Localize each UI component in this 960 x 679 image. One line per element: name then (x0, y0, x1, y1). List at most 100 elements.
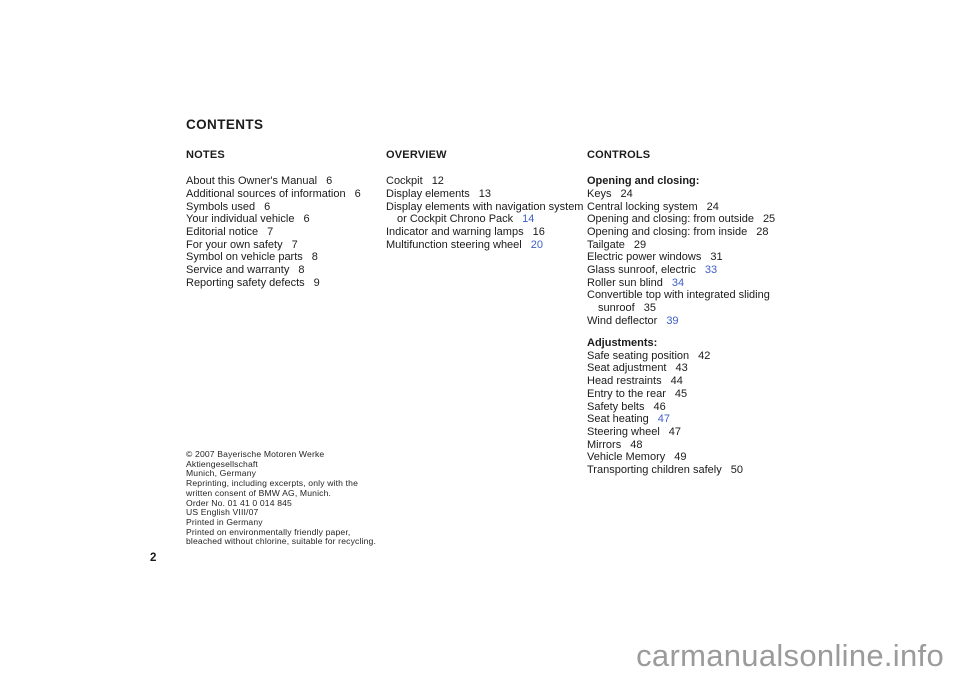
imprint-line: Munich, Germany (186, 468, 257, 479)
section-gap (587, 328, 775, 338)
toc-entry: Mirrors 48 (587, 439, 775, 452)
toc-entry-text: Cockpit (386, 175, 423, 188)
toc-entry-text: Transporting children safely (587, 464, 722, 477)
toc-entry-text: About this Owner's Manual (186, 175, 318, 188)
toc-page-number: 28 (756, 225, 769, 238)
imprint-line: Printed on environmentally friendly pape… (186, 526, 351, 537)
toc-entry-list: About this Owner's Manual 6 Additional sou… (186, 175, 361, 289)
toc-entry-text: Roller sun blind (587, 276, 663, 289)
toc-entry-text: Central locking system (587, 200, 698, 213)
toc-entry-text: Display elements with navigation system (386, 200, 584, 213)
watermark: carmanualsonline.info (636, 638, 944, 673)
toc-entry: Display elements 13 (386, 188, 583, 201)
toc-entry-text: Vehicle Memory (587, 451, 666, 464)
toc-entry: Opening and closing: from inside 28 (587, 226, 775, 239)
toc-page-number: 31 (710, 251, 723, 264)
toc-entry: Additional sources of information 6 (186, 188, 361, 201)
toc-page-number: 7 (291, 238, 298, 251)
toc-entry: Safety belts 46 (587, 401, 775, 414)
toc-entry-text: Your individual vehicle (186, 213, 295, 226)
imprint-line: Order No. 01 41 0 014 845 (186, 497, 292, 508)
toc-page-number: 8 (311, 251, 318, 264)
toc-entry: Wind deflector 39 (587, 315, 775, 328)
toc-entry-text: Reporting safety defects (186, 276, 305, 289)
toc-entry: Multifunction steering wheel 20 (386, 239, 583, 252)
imprint-line: © 2007 Bayerische Motoren Werke (186, 449, 325, 459)
toc-entry-text: Mirrors (587, 438, 622, 451)
toc-entry: Seat adjustment 43 (587, 362, 775, 375)
imprint-line: Printed in Germany (186, 516, 263, 527)
toc-page-number: 25 (762, 213, 776, 226)
toc-entry: Keys 24 (587, 188, 775, 201)
toc-page-link[interactable]: 47 (657, 413, 671, 426)
toc-entry: Cockpit 12 (386, 175, 583, 188)
toc-entry: or Cockpit Chrono Pack 14 (386, 213, 583, 226)
imprint-line: bleached without chlorine, suitable for … (186, 536, 376, 547)
toc-entry: Steering wheel 47 (587, 426, 775, 439)
toc-page-number: 13 (478, 187, 492, 200)
toc-entry-text: Opening and closing: from inside (587, 225, 748, 238)
imprint-line: US English VIII/07 (186, 507, 259, 518)
toc-page-number: 43 (675, 362, 688, 375)
toc-page-link[interactable]: 34 (671, 276, 685, 289)
toc-page-link[interactable]: 20 (530, 238, 543, 251)
toc-entry-text: Symbol on vehicle parts (186, 251, 303, 264)
toc-page-number: 48 (630, 438, 643, 451)
toc-column-notes: NOTES About this Owner's Manual 6 Additiona… (186, 149, 361, 289)
toc-entry: Entry to the rear 45 (587, 388, 775, 401)
toc-page-number: 29 (633, 238, 647, 251)
toc-page-number: 7 (267, 225, 274, 238)
toc-entry-text: Editorial notice (186, 225, 259, 238)
toc-entry: About this Owner's Manual 6 (186, 175, 361, 188)
toc-page-number: 46 (653, 400, 666, 413)
toc-entry-text: Safety belts (587, 400, 645, 413)
toc-entry: Central locking system 24 (587, 201, 775, 214)
toc-entry: Symbols used 6 (186, 201, 361, 214)
toc-entry-text: Steering wheel (587, 425, 660, 438)
toc-entry-text: Multifunction steering wheel (386, 238, 522, 251)
toc-entry-text: Head restraints (587, 375, 662, 388)
toc-entry-list: Opening and closing: Keys 24 Central lockin… (587, 175, 775, 477)
toc-page-number: 24 (620, 187, 633, 200)
toc-entry-text: sunroof (598, 302, 635, 315)
toc-entry: Head restraints 44 (587, 375, 775, 388)
toc-entry: Indicator and warning lamps 16 (386, 226, 583, 239)
toc-column-controls: CONTROLS Opening and closing: Keys 24 Centra… (587, 149, 775, 477)
toc-entry: Convertible top with integrated sliding (587, 289, 775, 302)
imprint-line: written consent of BMW AG, Munich. (186, 487, 332, 498)
toc-entry-text: Glass sunroof, electric (587, 264, 696, 277)
toc-page-number: 6 (354, 187, 361, 200)
toc-entry-text: Wind deflector (587, 314, 658, 327)
toc-section-heading: Opening and closing: (587, 175, 775, 188)
toc-entry-text: Display elements (386, 187, 470, 200)
toc-entry: Opening and closing: from outside 25 (587, 213, 775, 226)
toc-page-number: 44 (670, 375, 683, 388)
page-number: 2 (150, 552, 157, 564)
toc-entry-text: Tailgate (587, 238, 625, 251)
toc-entry-text: Entry to the rear (587, 387, 666, 400)
toc-page-number: 42 (698, 349, 711, 362)
toc-entry: Glass sunroof, electric 33 (587, 264, 775, 277)
toc-column-header: NOTES (186, 149, 225, 161)
toc-column-header: CONTROLS (587, 149, 651, 161)
toc-section-heading-label: Adjustments: (587, 337, 658, 350)
toc-entry-text: Additional sources of information (186, 187, 346, 200)
toc-page-link[interactable]: 14 (522, 213, 535, 226)
toc-page-number: 45 (674, 387, 688, 400)
toc-entry-text: Symbols used (186, 200, 256, 213)
toc-page-number: 35 (643, 302, 656, 315)
toc-entry: Seat heating 47 (587, 413, 775, 426)
toc-entry: Electric power windows 31 (587, 251, 775, 264)
toc-page-link[interactable]: 33 (704, 264, 718, 277)
toc-entry-text: Electric power windows (587, 251, 702, 264)
toc-entry-text: Safe seating position (587, 349, 690, 362)
toc-section-heading: Adjustments: (587, 337, 775, 350)
toc-page-number: 16 (532, 225, 545, 238)
toc-page-number: 49 (674, 451, 687, 464)
toc-entry-text: Keys (587, 187, 612, 200)
toc-entry-text: Indicator and warning lamps (386, 225, 524, 238)
toc-entry: Vehicle Memory 49 (587, 451, 775, 464)
toc-entry: Reporting safety defects 9 (186, 277, 361, 290)
toc-page-link[interactable]: 39 (666, 314, 679, 327)
